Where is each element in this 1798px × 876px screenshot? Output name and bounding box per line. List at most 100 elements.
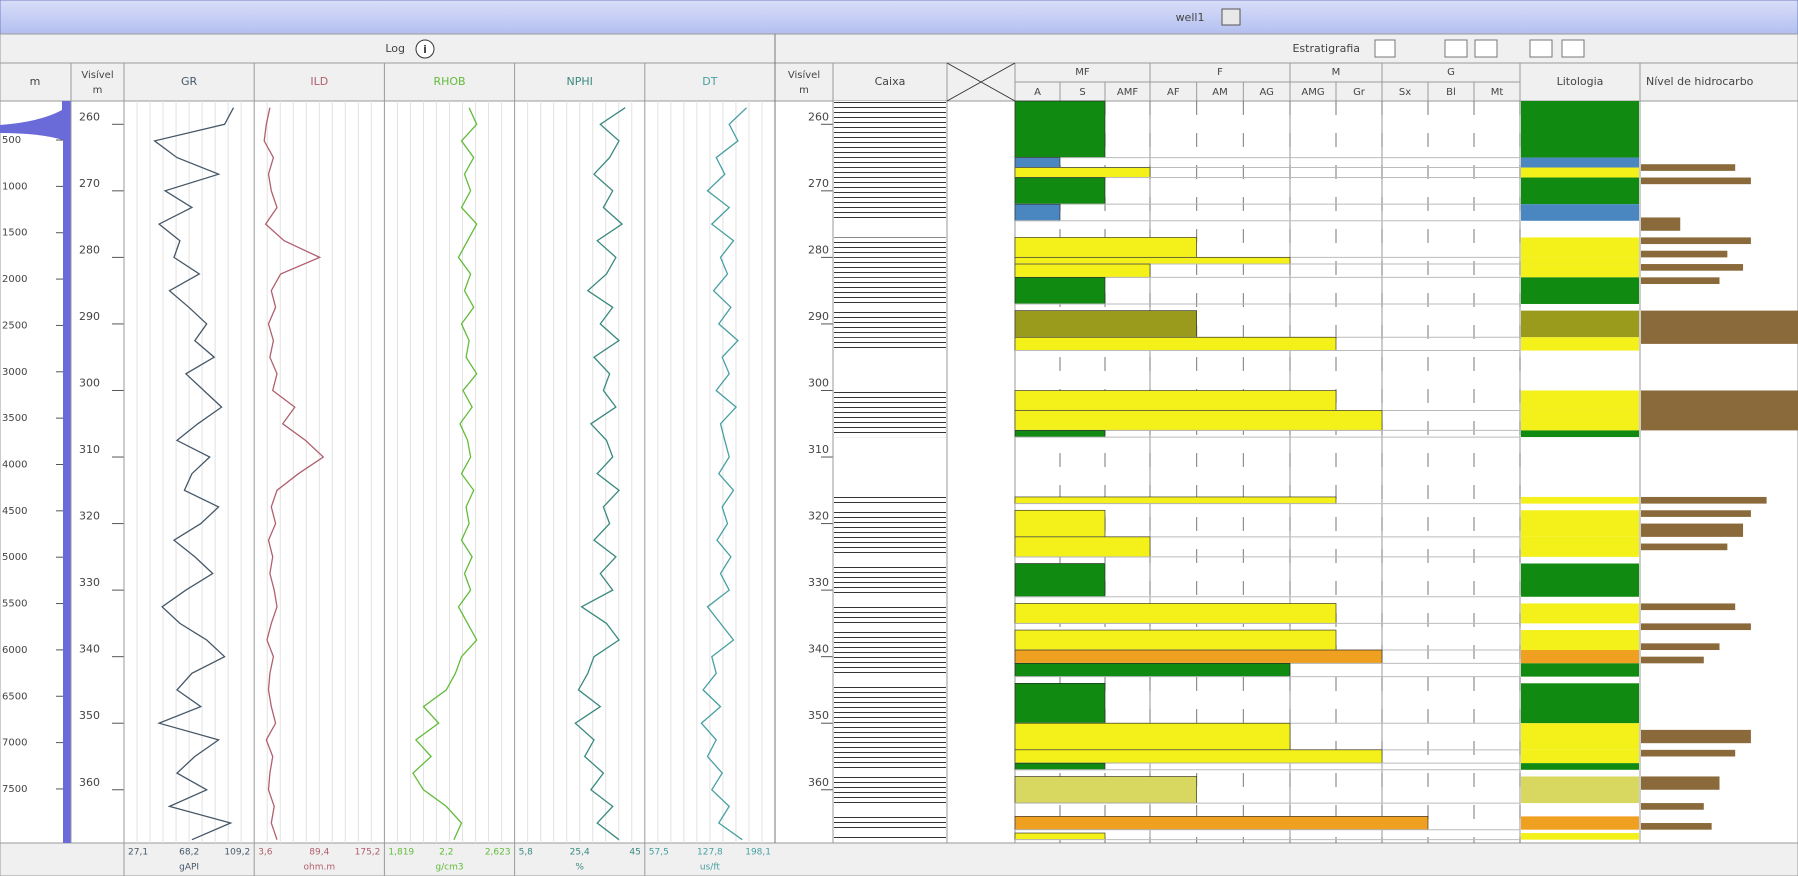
scale-label: 127,8 [697,848,723,858]
grain-bar [1015,723,1290,750]
box-layer [834,264,946,277]
md-tick-label: 5000 [2,552,27,563]
scale-label: 68,2 [179,848,199,858]
hydrocarbon-label: Nível de hidrocarbo [1646,75,1754,88]
depth-tick-label: 300 [808,376,829,389]
lithology-layer [1521,168,1639,178]
md-tick-label: 4500 [2,506,27,517]
lithology-layer [1521,257,1639,264]
lithology-layer [1521,510,1639,537]
scale-unit: % [575,863,584,873]
title-icon[interactable] [1222,9,1240,25]
lithology-layer [1521,537,1639,557]
md-tick-label: 3500 [2,413,27,424]
depth-tick-label: 270 [79,177,100,190]
grain-size: AF [1167,87,1180,98]
depth-tick-label: 270 [808,177,829,190]
curve-name: ILD [310,75,328,88]
strat-tool[interactable] [1475,40,1497,57]
grain-size: AMG [1301,87,1324,98]
curve-name: GR [181,75,198,88]
depth-label: Visível [788,69,820,81]
box-layer [834,311,946,338]
scale-unit: us/ft [700,863,720,873]
scale-label: 3,6 [258,848,273,858]
scale-unit: g/cm3 [435,863,463,873]
lithology-label: Litologia [1557,75,1604,88]
depth-tick-label: 290 [79,310,100,323]
grain-bar [1015,833,1105,840]
hydrocarbon-bar [1641,730,1751,743]
grain-bar [1015,497,1336,504]
log-label: Log [385,42,405,55]
depth-tick-label: 300 [79,376,100,389]
box-layer [834,497,946,504]
lithology-layer [1521,337,1639,350]
lithology-layer [1521,311,1639,338]
grain-size: Bl [1446,87,1456,98]
strat-tool[interactable] [1445,40,1467,57]
lithology-layer [1521,204,1639,221]
box-layer [834,564,946,597]
strat-label: Estratigrafia [1292,42,1360,55]
lithology-layer [1521,430,1639,437]
hydrocarbon-bar [1641,277,1720,284]
scale-label: 2,2 [439,848,453,858]
box-layer [834,410,946,430]
box-layer [834,763,946,770]
box-layer [834,603,946,623]
md-tick-label: 3000 [2,367,27,378]
strat-tool[interactable] [1375,40,1395,57]
info-icon: i [423,43,427,56]
scale-unit: gAPI [179,863,199,873]
lithology-layer [1521,650,1639,663]
box-layer [834,683,946,723]
scale-label: 109,2 [224,848,250,858]
box-layer [834,663,946,676]
depth-tick-label: 340 [808,643,829,656]
lithology-layer [1521,101,1639,158]
strat-tool[interactable] [1530,40,1552,57]
hydrocarbon-bar [1641,623,1751,630]
hydrocarbon-bar [1641,264,1743,271]
grain-size: Mt [1491,87,1504,98]
hydrocarbon-bar [1641,803,1704,810]
hydrocarbon-bar [1641,823,1712,830]
curve-name: RHOB [433,75,465,88]
scale-unit: ohm.m [303,863,335,873]
grain-bar [1015,510,1105,537]
hydrocarbon-bar [1641,237,1751,244]
lithology-layer [1521,630,1639,650]
hydrocarbon-bar [1641,251,1727,258]
depth-tick-label: 360 [808,776,829,789]
md-tick-label: 500 [2,135,21,146]
grain-bar [1015,178,1105,205]
strat-tool[interactable] [1562,40,1584,57]
grain-bar [1015,257,1290,264]
lithology-layer [1521,277,1639,304]
grain-bar [1015,683,1105,723]
lithology-layer [1521,776,1639,803]
grain-bar [1015,264,1150,277]
md-tick-label: 7000 [2,738,27,749]
hydrocarbon-bar [1641,544,1727,551]
lithology-layer [1521,237,1639,257]
grain-group: G [1447,67,1455,78]
box-layer [834,158,946,168]
md-tick-label: 4000 [2,459,27,470]
box-layer [834,630,946,650]
box-layer [834,237,946,257]
depth-tick-label: 350 [808,709,829,722]
lithology-layer [1521,723,1639,750]
scale-label: 175,2 [355,848,381,858]
box-layer [834,833,946,840]
box-layer [834,204,946,221]
lithology-layer [1521,603,1639,623]
scale-label: 5,8 [519,848,534,858]
well-log-window: well1 Log i Estratigrafia m5001000150020… [0,0,1798,876]
box-layer [834,277,946,304]
curve-name: NPHI [567,75,593,88]
grain-bar [1015,337,1336,350]
depth-label: Visível [81,69,113,81]
lithology-layer [1521,683,1639,723]
